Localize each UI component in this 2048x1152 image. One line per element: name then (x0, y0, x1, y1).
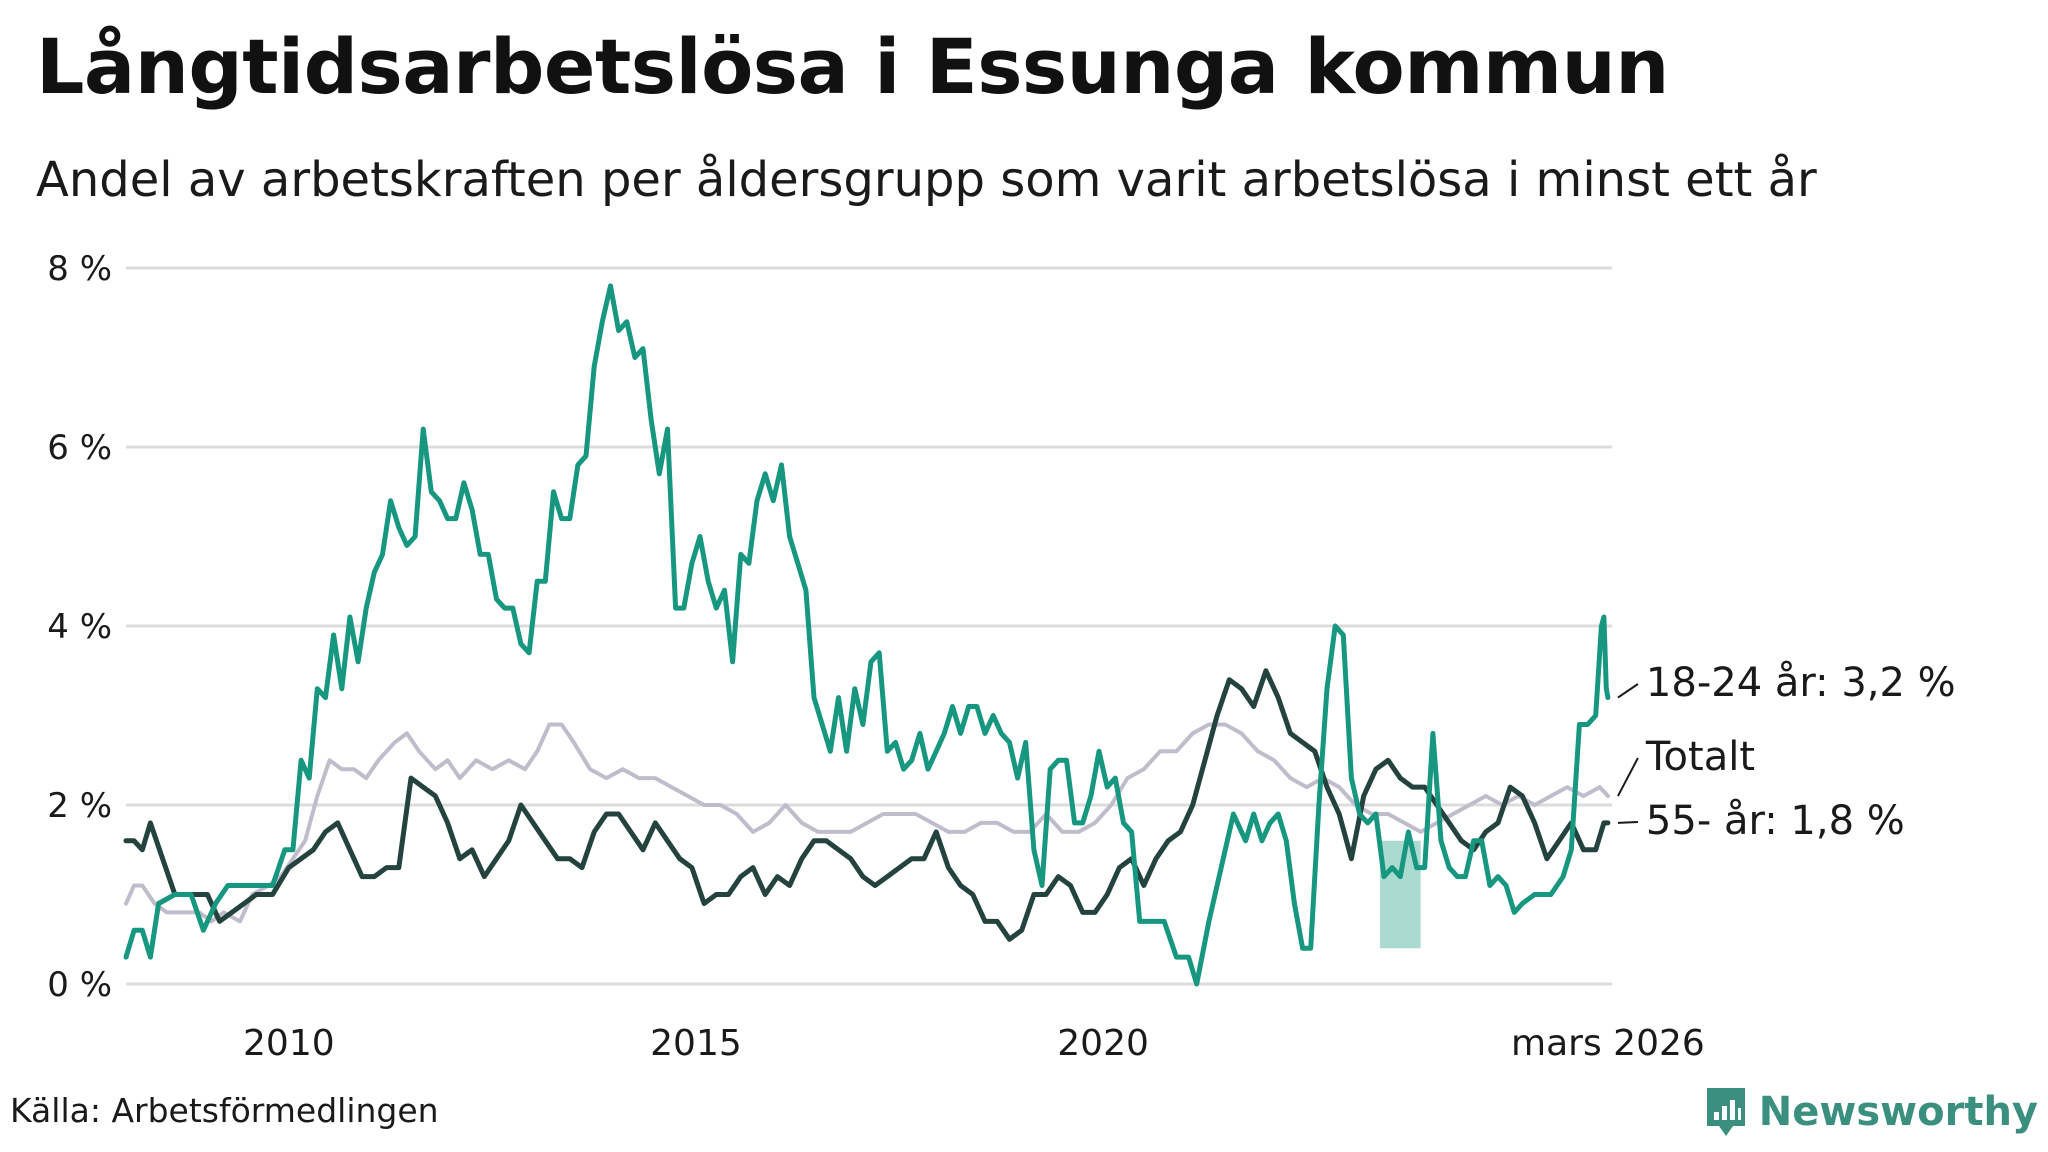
brand-name: Newsworthy (1758, 1089, 2038, 1135)
label-leader-totalt (1617, 757, 1639, 797)
label-layer: Totalt 55- år: 1,8 % 18-24 år: 3,2 % (1617, 660, 1956, 844)
x-tick-label: 2015 (650, 1023, 742, 1064)
grid-lines: 0 % 2 % 4 % 6 % 8 % 2010 2015 2020 mars 2026 (47, 249, 1705, 1064)
series-label-55-r: 55- år: 1,8 % (1646, 798, 1905, 844)
x-tick-label: 2010 (243, 1023, 335, 1064)
series-layer (123, 283, 1611, 987)
x-tick-label: mars 2026 (1511, 1023, 1705, 1064)
brand-logo: Newsworthy (1703, 1086, 2038, 1138)
x-tick-label: 2020 (1057, 1023, 1149, 1064)
label-leader-55-r (1617, 821, 1638, 824)
series-line-18-24-r (123, 283, 1611, 987)
source-note: Källa: Arbetsförmedlingen (10, 1091, 439, 1130)
y-tick-label: 8 % (47, 249, 112, 289)
y-tick-label: 0 % (47, 965, 112, 1005)
line-chart: 0 % 2 % 4 % 6 % 8 % 2010 2015 2020 mars 2026 Tot… (47, 249, 1956, 1064)
series-label-18-24-r: 18-24 år: 3,2 % (1646, 660, 1956, 706)
series-line-totalt (124, 722, 1610, 924)
y-tick-label: 6 % (47, 428, 112, 468)
series-line-55-r (123, 668, 1611, 942)
label-leader-18-24-r (1617, 683, 1639, 699)
chart-subtitle: Andel av arbetskraften per åldersgrupp s… (36, 152, 1817, 208)
newsworthy-logo-icon (1706, 1088, 1745, 1136)
chart-title: Långtidsarbetslösa i Essunga kommun (36, 22, 1669, 111)
y-tick-label: 2 % (47, 786, 112, 826)
y-tick-label: 4 % (47, 607, 112, 647)
series-label-totalt: Totalt (1645, 734, 1755, 780)
